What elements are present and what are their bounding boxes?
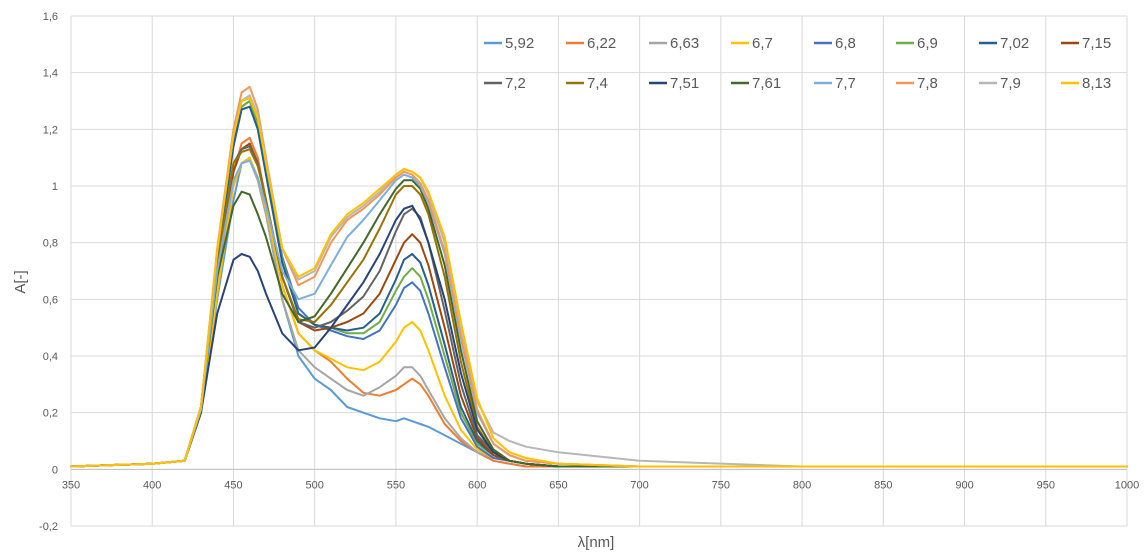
legend-label: 6,7	[752, 35, 773, 52]
series-line-10	[70, 204, 1128, 468]
series-line-13	[70, 85, 1128, 468]
x-tick-label: 550	[387, 479, 405, 491]
y-tick-label: 1,4	[43, 68, 58, 80]
legend-label: 6,22	[587, 35, 616, 52]
legend: 5,92 6,22 6,63 6,7 6,8 6,9 7,02 7,15 7,2 7,4 7,51 7…	[484, 35, 1111, 92]
y-tick-label: 0,4	[43, 351, 58, 363]
x-axis-ticks: 350 400 450 500 550 600 650 700 750 800 850 900 950 1…	[62, 479, 1139, 491]
series-line-15	[70, 97, 1128, 468]
legend-label: 7,15	[1082, 35, 1111, 52]
series-line-14	[70, 94, 1128, 468]
series-line-11	[70, 179, 1128, 468]
y-tick-label: -0,2	[39, 521, 58, 533]
x-tick-label: 500	[306, 479, 324, 491]
x-tick-label: 650	[549, 479, 567, 491]
x-tick-label: 350	[62, 479, 80, 491]
y-tick-label: 0,2	[43, 408, 58, 420]
series-line-12	[70, 159, 1128, 468]
x-tick-label: 450	[224, 479, 242, 491]
x-tick-label: 750	[712, 479, 730, 491]
x-tick-label: 800	[793, 479, 811, 491]
x-tick-label: 900	[955, 479, 973, 491]
x-tick-label: 950	[1037, 479, 1055, 491]
y-axis-title: A[-]	[12, 270, 29, 293]
legend-label: 7,8	[917, 75, 938, 92]
legend-label: 7,7	[835, 75, 856, 92]
y-tick-label: 0	[52, 464, 58, 476]
y-tick-label: 1	[52, 181, 58, 193]
y-tick-label: 0,6	[43, 294, 58, 306]
y-axis-ticks: -0,2 0 0,2 0,4 0,6 0,8 1 1,2 1,4 1,6	[39, 11, 58, 533]
x-axis-title: λ[nm]	[578, 534, 615, 551]
y-tick-label: 1,2	[43, 124, 58, 136]
legend-label: 7,4	[587, 75, 608, 92]
legend-label: 5,92	[505, 35, 534, 52]
y-tick-label: 1,6	[43, 11, 58, 23]
x-tick-label: 600	[468, 479, 486, 491]
legend-label: 6,9	[917, 35, 938, 52]
x-tick-label: 700	[630, 479, 648, 491]
legend-label: 7,51	[670, 75, 699, 92]
y-tick-label: 0,8	[43, 238, 58, 250]
series-layer	[70, 85, 1128, 468]
legend-label: 7,2	[505, 75, 526, 92]
legend-label: 7,61	[752, 75, 781, 92]
x-tick-label: 400	[143, 479, 161, 491]
legend-label: 6,8	[835, 35, 856, 52]
legend-label: 8,13	[1082, 75, 1111, 92]
legend-label: 7,02	[1000, 35, 1029, 52]
legend-label: 6,63	[670, 35, 699, 52]
x-tick-label: 1000	[1115, 479, 1139, 491]
legend-label: 7,9	[1000, 75, 1021, 92]
x-tick-label: 850	[874, 479, 892, 491]
